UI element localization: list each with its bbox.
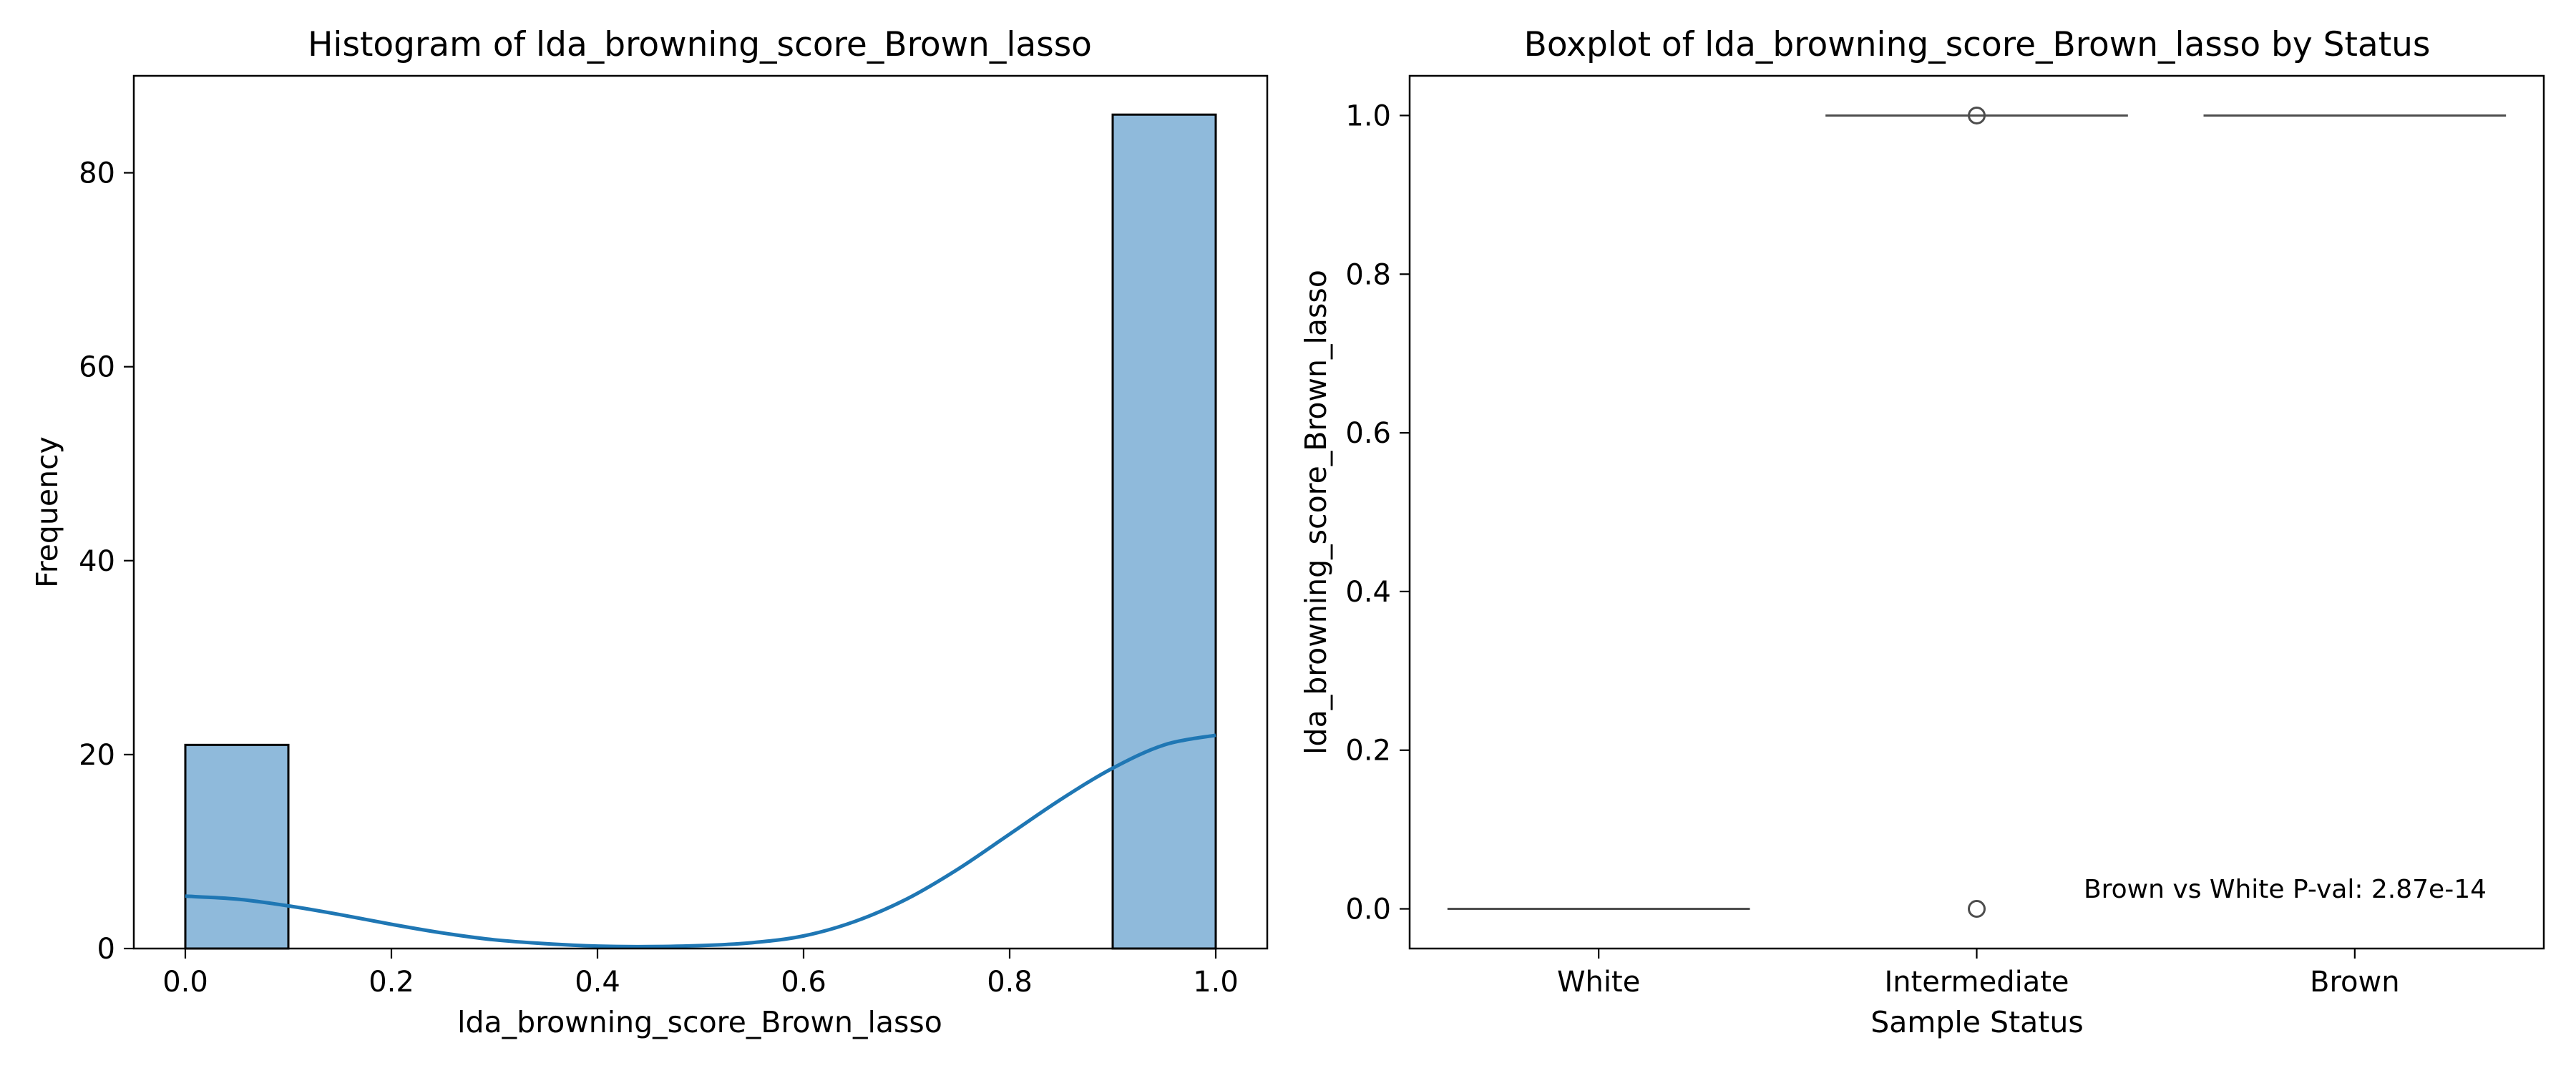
boxplot-marks bbox=[1447, 106, 2507, 918]
boxplot-y-ticks: 0.0 0.2 0.4 0.6 0.8 1.0 bbox=[1345, 99, 1410, 926]
histogram-x-tick-label: 0.6 bbox=[781, 966, 826, 999]
outlier-point-intermediate bbox=[1968, 106, 1986, 124]
histogram-x-ticks: 0.0 0.2 0.4 0.6 0.8 1.0 bbox=[162, 949, 1239, 999]
histogram-y-ticks: 0 20 40 60 80 bbox=[79, 157, 134, 966]
histogram-x-tick-label: 0.4 bbox=[575, 966, 620, 999]
boxplot-plot-frame bbox=[1408, 74, 2545, 950]
histogram-x-tick-label: 0.2 bbox=[369, 966, 414, 999]
histogram-bars bbox=[184, 113, 1217, 950]
histogram-y-tick-label: 40 bbox=[79, 545, 115, 578]
histogram-y-tick-label: 60 bbox=[79, 351, 115, 384]
histogram-panel: Histogram of lda_browning_score_Brown_la… bbox=[30, 25, 1269, 1039]
histogram-x-tick-label: 1.0 bbox=[1193, 966, 1239, 999]
histogram-x-axis-label: lda_browning_score_Brown_lasso bbox=[457, 1005, 942, 1039]
boxplot-y-tick-label: 0.4 bbox=[1345, 576, 1391, 609]
histogram-plot-frame bbox=[132, 74, 1269, 950]
histogram-y-tick-label: 20 bbox=[79, 739, 115, 772]
boxplot-x-tick-label: Brown bbox=[2310, 966, 2400, 999]
boxplot-x-tick-label: Intermediate bbox=[1884, 966, 2069, 999]
histogram-title: Histogram of lda_browning_score_Brown_la… bbox=[308, 25, 1092, 64]
histogram-y-tick-label: 0 bbox=[97, 933, 115, 966]
boxplot-x-ticks: White Intermediate Brown bbox=[1557, 949, 2400, 999]
histogram-x-tick-label: 0.0 bbox=[162, 966, 208, 999]
boxplot-y-axis-label: lda_browning_score_Brown_lasso bbox=[1299, 270, 1333, 755]
boxplot-x-axis-label: Sample Status bbox=[1870, 1005, 2083, 1039]
boxplot-x-tick-label: White bbox=[1557, 966, 1640, 999]
histogram-x-tick-label: 0.8 bbox=[987, 966, 1033, 999]
boxplot-y-tick-label: 0.0 bbox=[1345, 893, 1391, 926]
boxplot-y-tick-label: 0.8 bbox=[1345, 258, 1391, 291]
boxplot-y-tick-label: 1.0 bbox=[1345, 99, 1391, 132]
boxplot-y-tick-label: 0.2 bbox=[1345, 735, 1391, 768]
outlier-point-intermediate bbox=[1968, 900, 1986, 918]
histogram-y-axis-label: Frequency bbox=[30, 436, 64, 588]
histogram-kde-line bbox=[185, 733, 1216, 949]
histogram-bar-1 bbox=[1111, 113, 1217, 950]
boxplot-y-tick-label: 0.6 bbox=[1345, 417, 1391, 450]
histogram-y-tick-label: 80 bbox=[79, 157, 115, 190]
boxplot-panel: Boxplot of lda_browning_score_Brown_lass… bbox=[1299, 25, 2545, 1039]
p-value-annotation: Brown vs White P-val: 2.87e-14 bbox=[2084, 875, 2487, 904]
boxplot-title: Boxplot of lda_browning_score_Brown_lass… bbox=[1524, 25, 2431, 64]
histogram-bar-0 bbox=[184, 743, 290, 950]
